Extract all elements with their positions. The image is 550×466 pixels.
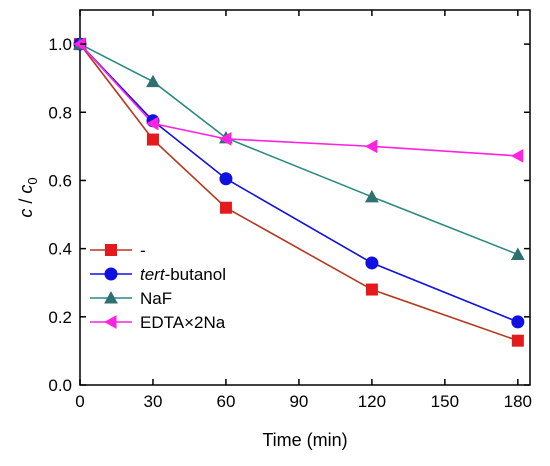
data-point	[146, 74, 160, 88]
y-axis-title-base: c	[16, 209, 36, 218]
data-point	[510, 247, 525, 260]
y-tick-label: 0.6	[48, 171, 72, 190]
legend-label-rest: -butanol	[165, 265, 226, 284]
legend-marker	[105, 244, 117, 256]
data-point	[364, 139, 378, 154]
data-point	[510, 149, 524, 163]
data-point	[365, 256, 379, 270]
y-tick-label: 0.2	[48, 308, 72, 327]
y-axis-title-sep: /	[16, 194, 36, 209]
x-tick-label: 120	[358, 392, 386, 411]
data-point	[511, 334, 524, 347]
x-tick-label: 0	[75, 392, 84, 411]
data-point	[511, 315, 525, 329]
legend-label: EDTA×2Na	[140, 313, 226, 332]
data-point	[365, 283, 378, 296]
data-point	[364, 189, 379, 203]
data-point	[219, 131, 232, 146]
data-point	[219, 172, 233, 186]
y-tick-label: 1.0	[48, 35, 72, 54]
series-line	[79, 43, 519, 256]
y-axis-title-sub-base: c	[16, 185, 36, 194]
y-axis-title: c / c0	[16, 177, 40, 217]
x-tick-label: 150	[431, 392, 459, 411]
series-line	[79, 43, 518, 157]
plot-frame	[79, 9, 531, 386]
x-tick-label: 60	[216, 392, 235, 411]
y-tick-label: 0.8	[48, 103, 72, 122]
x-axis-title: Time (min)	[262, 430, 347, 450]
legend-marker	[104, 315, 117, 329]
y-tick-label: 0.4	[48, 240, 72, 259]
legend-label: NaF	[140, 289, 172, 308]
legend-label-italic: tert	[140, 265, 166, 284]
y-axis-title-subscript: 0	[25, 177, 40, 184]
legend-marker	[104, 291, 118, 304]
x-tick-label: 180	[504, 392, 532, 411]
data-point	[146, 133, 159, 146]
data-point	[73, 37, 86, 51]
legend-label: -	[140, 241, 146, 260]
legend-marker	[104, 267, 118, 281]
y-tick-label: 0.0	[48, 376, 72, 395]
legend-label: tert-butanol	[140, 265, 226, 284]
data-point	[146, 116, 159, 131]
x-tick-label: 90	[289, 392, 308, 411]
x-tick-label: 30	[144, 392, 163, 411]
data-point	[219, 201, 232, 214]
